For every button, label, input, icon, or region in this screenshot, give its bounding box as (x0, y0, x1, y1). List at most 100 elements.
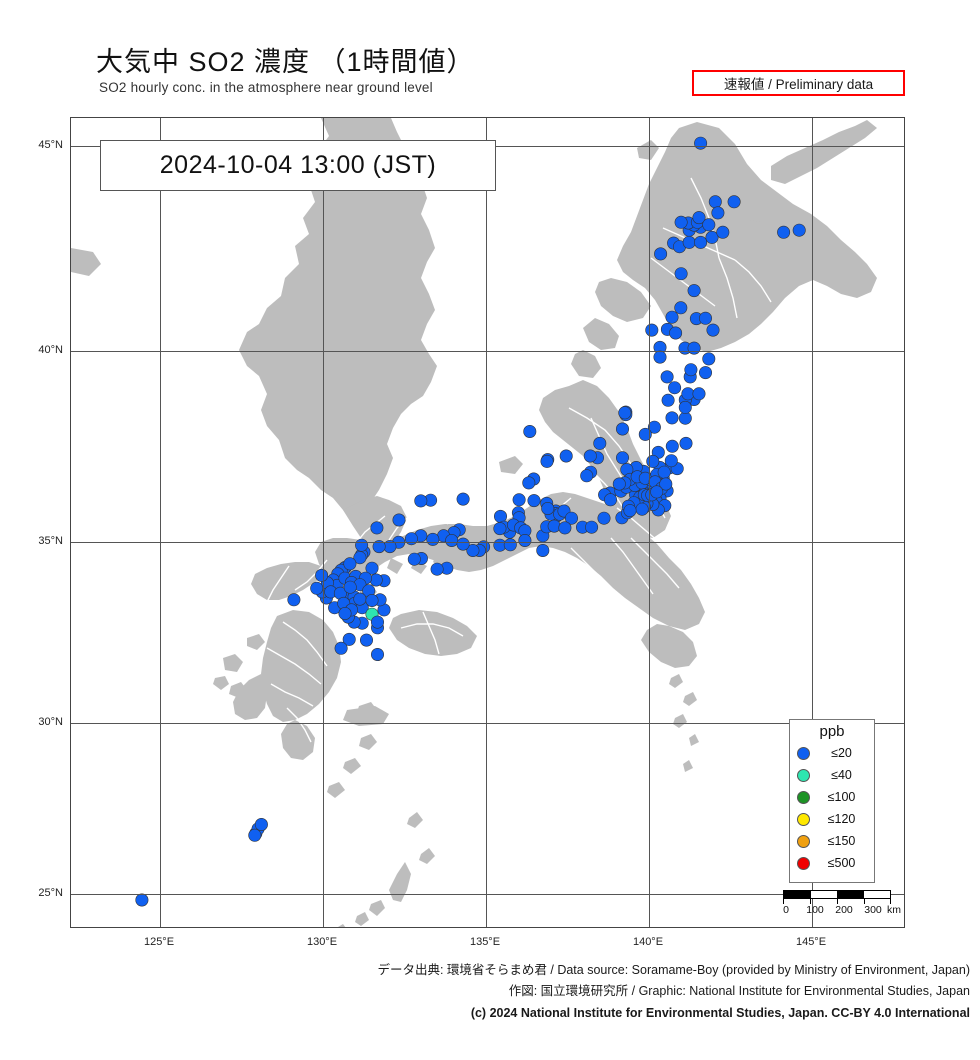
axis-label-lon-135: 135°E (469, 936, 501, 948)
station-point (777, 225, 791, 239)
hokkaido-path (617, 122, 877, 352)
station-point (365, 561, 379, 575)
station-point (661, 393, 675, 407)
station-point (665, 411, 679, 425)
timestamp-label: 2024-10-04 13:00 (JST) (159, 151, 437, 179)
footer-graphic-credit: 作図: 国立環境研究所 / Graphic: National Institut… (508, 984, 970, 998)
axis-label-lat-35: 35°N (38, 535, 63, 547)
station-point (370, 615, 384, 629)
station-point (426, 532, 440, 546)
station-point (334, 641, 348, 655)
station-point (665, 439, 679, 453)
station-point (647, 420, 661, 434)
station-point (392, 513, 406, 527)
scalebar-label-300: 300 (864, 904, 882, 916)
station-point (541, 501, 555, 515)
station-point (527, 494, 541, 508)
station-point (653, 350, 667, 364)
station-point (654, 247, 668, 261)
station-point (135, 893, 149, 907)
station-point (365, 593, 379, 607)
map-scalebar: 0 100 200 300 km (783, 890, 908, 918)
gridline-lon-145 (812, 118, 813, 927)
station-point (664, 454, 678, 468)
station-point (705, 230, 719, 244)
gridline-lat-35 (71, 542, 904, 543)
station-point (359, 633, 373, 647)
asian-mainland-path (71, 118, 437, 522)
gridline-lon-125 (160, 118, 161, 927)
station-point (711, 206, 725, 220)
station-point (310, 581, 324, 595)
axis-label-lat-45: 45°N (38, 139, 63, 151)
station-point (698, 366, 712, 380)
legend-item-5: ≤500 (790, 852, 874, 874)
legend-item-label: ≤100 (827, 790, 856, 804)
station-point (708, 195, 722, 209)
station-point (659, 477, 673, 491)
legend-swatch-icon (797, 746, 810, 760)
station-point (684, 363, 698, 377)
footer-data-source: データ出典: 環境省そらまめ君 / Data source: Soramame-… (377, 963, 970, 977)
legend-title: ppb (819, 723, 845, 740)
station-point (445, 533, 459, 547)
amami-path (389, 862, 411, 902)
station-point (623, 504, 637, 518)
landmass-group (71, 118, 877, 927)
station-point (593, 436, 607, 450)
scalebar-unit: km (887, 904, 901, 916)
timestamp-box: 2024-10-04 13:00 (JST) (100, 140, 496, 191)
station-point (355, 538, 369, 552)
station-point (618, 406, 632, 420)
map-plot-area[interactable] (70, 117, 905, 928)
station-point (583, 449, 597, 463)
station-point (645, 323, 659, 337)
station-point (580, 469, 594, 483)
legend-item-0: ≤20 (790, 742, 874, 764)
page-footer: データ出典: 環境省そらまめ君 / Data source: Soramame-… (0, 960, 980, 1025)
station-point (716, 225, 730, 239)
legend-item-label: ≤500 (827, 856, 856, 870)
station-point (493, 509, 507, 523)
preliminary-data-label: 速報値 / Preliminary data (723, 77, 874, 92)
legend-item-label: ≤150 (827, 834, 856, 848)
scalebar-label-200: 200 (835, 904, 853, 916)
station-point (353, 551, 367, 565)
station-point (248, 828, 262, 842)
axis-label-lon-125: 125°E (143, 936, 175, 948)
map-legend: ppb ≤20 ≤40 ≤100 ≤120 ≤150 ≤500 (789, 719, 875, 883)
station-point (547, 519, 561, 533)
station-point (692, 387, 706, 401)
gridline-lat-30 (71, 723, 904, 724)
station-point (727, 195, 741, 209)
axis-label-lat-30: 30°N (38, 716, 63, 728)
axis-label-lon-140: 140°E (632, 936, 664, 948)
legend-rows: ≤20 ≤40 ≤100 ≤120 ≤150 ≤500 (790, 742, 874, 874)
legend-swatch-icon (797, 812, 810, 826)
station-point (681, 387, 695, 401)
station-point (585, 520, 599, 534)
axis-label-lat-25: 25°N (38, 887, 63, 899)
page-title: 大気中 SO2 濃度 （1時間値） (96, 47, 475, 77)
kyushu-south-path (281, 720, 315, 760)
kanto-east-path (641, 624, 697, 668)
station-point (694, 136, 708, 150)
station-point (702, 218, 716, 232)
station-point (558, 521, 572, 535)
honshu-central-path (315, 492, 705, 630)
legend-item-1: ≤40 (790, 764, 874, 786)
station-point (678, 400, 692, 414)
japan-map-svg (71, 118, 877, 927)
station-point (698, 311, 712, 325)
station-point (430, 562, 444, 576)
station-point (414, 494, 428, 508)
station-point (612, 477, 626, 491)
station-point (674, 215, 688, 229)
chugoku-west-path (251, 562, 327, 600)
station-point (540, 454, 554, 468)
station-point (342, 632, 356, 646)
station-point (694, 235, 708, 249)
station-point (702, 352, 716, 366)
preliminary-data-badge: 速報値 / Preliminary data (692, 70, 905, 96)
station-point (254, 817, 268, 831)
